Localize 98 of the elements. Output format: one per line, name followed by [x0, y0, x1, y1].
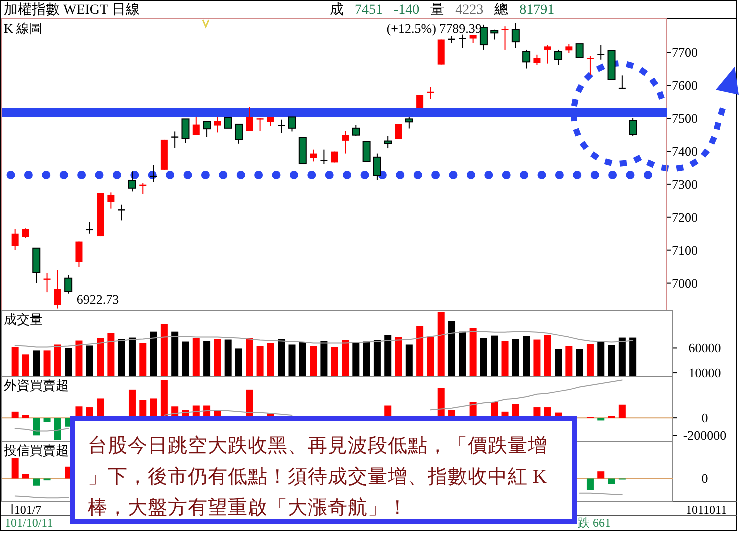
- bar: [470, 328, 477, 377]
- bar: [618, 338, 626, 377]
- chart-title: 加權指數 WEIGT 日線: [4, 2, 140, 18]
- bar: [33, 478, 40, 486]
- bar: [160, 324, 168, 377]
- bar: [22, 474, 30, 479]
- text: 101/10/11: [5, 516, 54, 530]
- bar: [12, 347, 19, 377]
- bar: [97, 338, 104, 377]
- chart-title: 外資買賣超: [4, 378, 69, 393]
- y-tick-label: -200000: [683, 428, 727, 444]
- bar: [523, 336, 530, 377]
- bar: [416, 326, 424, 377]
- bar: [278, 339, 286, 377]
- bar: [363, 342, 370, 377]
- bar: [534, 340, 541, 377]
- bar: [246, 338, 254, 377]
- bar: [182, 342, 190, 377]
- bar: [118, 339, 126, 377]
- annotation: 6922.73: [76, 292, 120, 307]
- bar: [33, 350, 40, 377]
- bar: [204, 341, 211, 377]
- y-tick-label: 7500: [672, 111, 698, 126]
- bar: [172, 332, 179, 377]
- bar: [384, 335, 392, 377]
- bar: [22, 415, 30, 418]
- bar: [214, 339, 222, 377]
- bar: [224, 340, 232, 377]
- bar: [86, 346, 94, 377]
- y-tick-label: 7700: [672, 45, 698, 60]
- text: 101/7: [14, 503, 42, 517]
- bar: [630, 338, 637, 377]
- bar: [586, 344, 594, 377]
- bar: [566, 346, 573, 377]
- bar: [12, 458, 19, 479]
- chart-subtitle: 成 7451 -140 量 4223 總 81791: [330, 2, 555, 18]
- bar: [395, 337, 402, 377]
- bar: [44, 350, 51, 377]
- chart-title: 成交量: [4, 312, 43, 327]
- bar: [54, 418, 62, 440]
- bar: [555, 349, 562, 377]
- y-tick-label: 7000: [672, 276, 698, 291]
- bar: [44, 418, 51, 422]
- bar: [608, 478, 616, 484]
- bar: [192, 338, 200, 377]
- bar: [352, 342, 360, 377]
- chart-title: 投信買賣超: [3, 443, 69, 458]
- bar: [235, 348, 242, 377]
- bar: [140, 343, 147, 377]
- bar: [618, 404, 626, 418]
- y-tick-label: 10000: [688, 366, 722, 381]
- y-tick-label: 7300: [672, 176, 698, 192]
- bar: [491, 336, 498, 377]
- bar: [342, 340, 349, 377]
- bar: [438, 312, 445, 377]
- line-series: [14, 331, 634, 348]
- y-tick-label: 60000: [688, 340, 722, 356]
- bar: [608, 345, 616, 377]
- text: 跌 661: [578, 516, 611, 530]
- bar: [12, 412, 19, 418]
- bar: [512, 339, 520, 377]
- bar: [598, 418, 605, 421]
- bar: [267, 343, 274, 377]
- bar: [128, 338, 136, 377]
- bar: [406, 344, 413, 377]
- bar: [480, 338, 488, 377]
- bar: [150, 332, 158, 377]
- bar: [427, 336, 434, 377]
- annotation: (+12.5%) 7789.39: [386, 21, 482, 36]
- text: 1011011: [686, 503, 728, 517]
- y-tick-label: 0: [702, 410, 708, 426]
- bar: [320, 341, 328, 377]
- y-tick-label: 7200: [672, 210, 698, 225]
- bar: [576, 349, 584, 377]
- bar: [502, 341, 509, 377]
- bar: [310, 346, 318, 377]
- bar: [544, 335, 552, 377]
- bar: [65, 348, 72, 377]
- annotation: 台股今日跳空大跌收黑、再見波段低點，「價跌量增」下，後市仍有低點！須待成交量增、指數收中紅 K 棒，大盤方有望重啟「大漲奇航」！: [88, 435, 552, 519]
- bar: [33, 418, 40, 436]
- y-tick-label: 7600: [672, 78, 698, 94]
- bar: [448, 321, 456, 377]
- bar: [598, 342, 605, 377]
- annotation: K 線圖: [4, 21, 43, 36]
- bar: [108, 333, 115, 377]
- y-tick-label: 7400: [672, 144, 698, 159]
- bar: [331, 347, 338, 377]
- bar: [586, 478, 594, 490]
- bar: [288, 344, 296, 377]
- bar: [374, 340, 381, 377]
- bar: [54, 344, 62, 377]
- bar: [22, 354, 30, 377]
- bar: [459, 332, 466, 377]
- y-tick-label: 7100: [672, 242, 698, 258]
- bar: [76, 340, 83, 377]
- bar: [256, 346, 264, 377]
- bar: [299, 342, 306, 377]
- bar: [598, 472, 605, 479]
